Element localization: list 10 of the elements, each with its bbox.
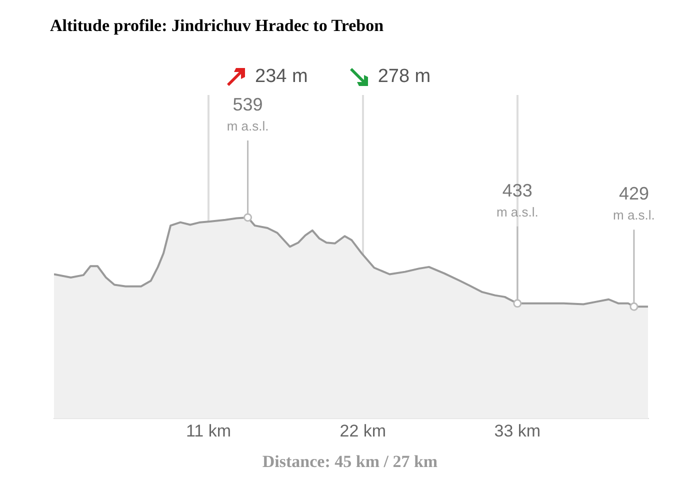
data-label: 429 m a.s.l.: [613, 184, 655, 223]
chart-title: Altitude profile: Jindrichuv Hradec to Trebon: [50, 16, 384, 36]
text: 278 m: [378, 66, 431, 88]
data-label: 433 m a.s.l.: [496, 180, 538, 220]
x-tick-label: 33 km: [494, 421, 541, 440]
x-tick-label: 11 km: [186, 421, 231, 440]
data-label: 539 m a.s.l.: [226, 94, 269, 134]
x-tick-label: 22 km: [340, 421, 386, 440]
x-axis-title: Distance: 45 km / 27 km: [261, 452, 439, 472]
text: 234 m: [255, 66, 308, 88]
